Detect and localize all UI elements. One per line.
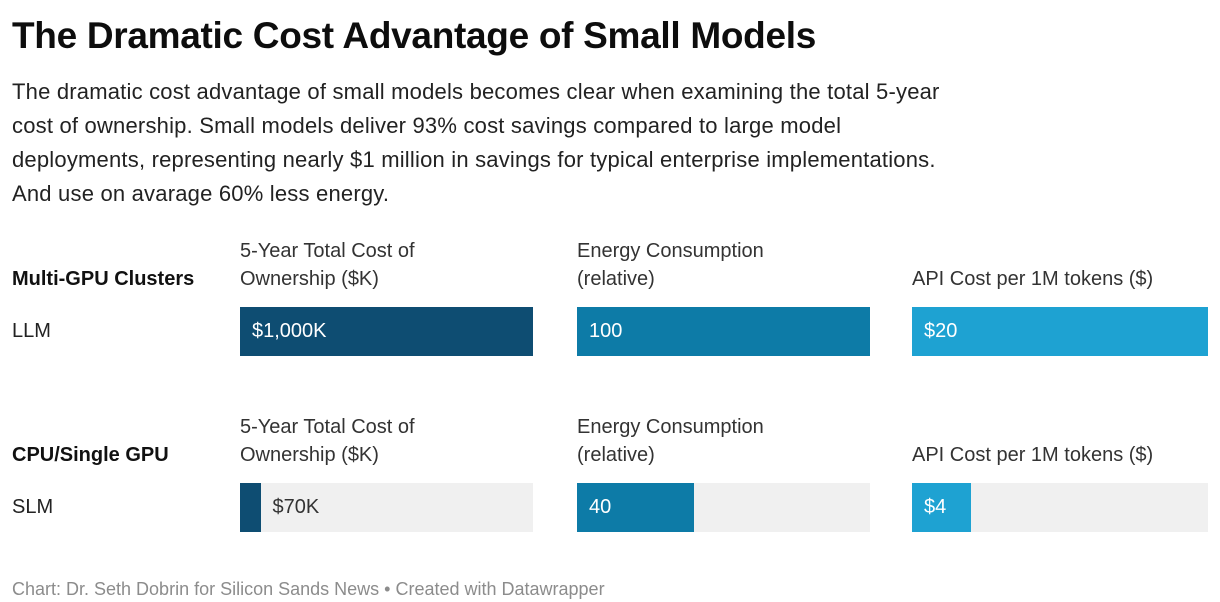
bar-value-label: 40 <box>589 496 612 518</box>
bar-fill: $4 <box>912 483 972 532</box>
chart-title: The Dramatic Cost Advantage of Small Mod… <box>12 15 817 56</box>
bar-value-label: $20 <box>924 320 958 342</box>
bar-llm-energy: 100 <box>577 307 870 356</box>
bar-value-label: $70K <box>272 496 320 518</box>
bar-value-label: $4 <box>924 496 947 518</box>
row-label-llm: LLM <box>12 320 51 342</box>
bar-llm-total-cost: $1,000K <box>240 307 533 356</box>
row-label-slm: SLM <box>12 496 54 518</box>
column-header-line: Energy Consumption <box>577 416 764 438</box>
column-header-line: (relative) <box>577 444 655 466</box>
column-header-line: Energy Consumption <box>577 240 764 262</box>
description-line: deployments, representing nearly $1 mill… <box>12 147 936 172</box>
bar-fill: 100 <box>577 307 870 356</box>
description-line: cost of ownership. Small models deliver … <box>12 113 842 138</box>
column-header-line: API Cost per 1M tokens ($) <box>912 444 1154 466</box>
column-header-energy: Energy Consumption (relative) <box>577 413 870 469</box>
bar-fill <box>240 483 261 532</box>
group-header-row-cpu-single-gpu: CPU/Single GPU 5-Year Total Cost of Owne… <box>12 413 1208 483</box>
bar-fill: $1,000K <box>240 307 533 356</box>
column-header-api-cost: API Cost per 1M tokens ($) <box>912 265 1208 293</box>
bar-value-label: $1,000K <box>252 320 327 342</box>
column-header-api-cost: API Cost per 1M tokens ($) <box>912 441 1208 469</box>
column-header-total-cost: 5-Year Total Cost of Ownership ($K) <box>240 237 533 293</box>
bar-fill: $20 <box>912 307 1208 356</box>
bar-slm-energy: 40 <box>577 483 870 532</box>
bar-fill: 40 <box>577 483 695 532</box>
bar-llm-api-cost: $20 <box>912 307 1208 356</box>
group-label-multi-gpu-clusters: Multi-GPU Clusters <box>12 268 195 290</box>
bar-row-slm: SLM $70K 40 $4 <box>12 483 1208 532</box>
column-header-line: 5-Year Total Cost of <box>240 240 415 262</box>
column-header-line: API Cost per 1M tokens ($) <box>912 268 1154 290</box>
column-header-line: (relative) <box>577 268 655 290</box>
description-line: The dramatic cost advantage of small mod… <box>12 79 940 104</box>
bar-slm-total-cost: $70K <box>240 483 533 532</box>
column-header-energy: Energy Consumption (relative) <box>577 237 870 293</box>
group-label-cpu-single-gpu: CPU/Single GPU <box>12 444 169 466</box>
bar-value-label: 100 <box>589 320 623 342</box>
column-header-line: Ownership ($K) <box>240 268 379 290</box>
chart-credit: Chart: Dr. Seth Dobrin for Silicon Sands… <box>12 579 605 599</box>
column-header-line: 5-Year Total Cost of <box>240 416 415 438</box>
column-header-line: Ownership ($K) <box>240 444 379 466</box>
bar-slm-api-cost: $4 <box>912 483 1208 532</box>
column-header-total-cost: 5-Year Total Cost of Ownership ($K) <box>240 413 533 469</box>
chart-description: The dramatic cost advantage of small mod… <box>12 75 1208 211</box>
bar-row-llm: LLM $1,000K 100 $20 <box>12 307 1208 356</box>
group-header-row-multi-gpu: Multi-GPU Clusters 5-Year Total Cost of … <box>12 237 1208 307</box>
description-line: And use on avarage 60% less energy. <box>12 181 390 206</box>
